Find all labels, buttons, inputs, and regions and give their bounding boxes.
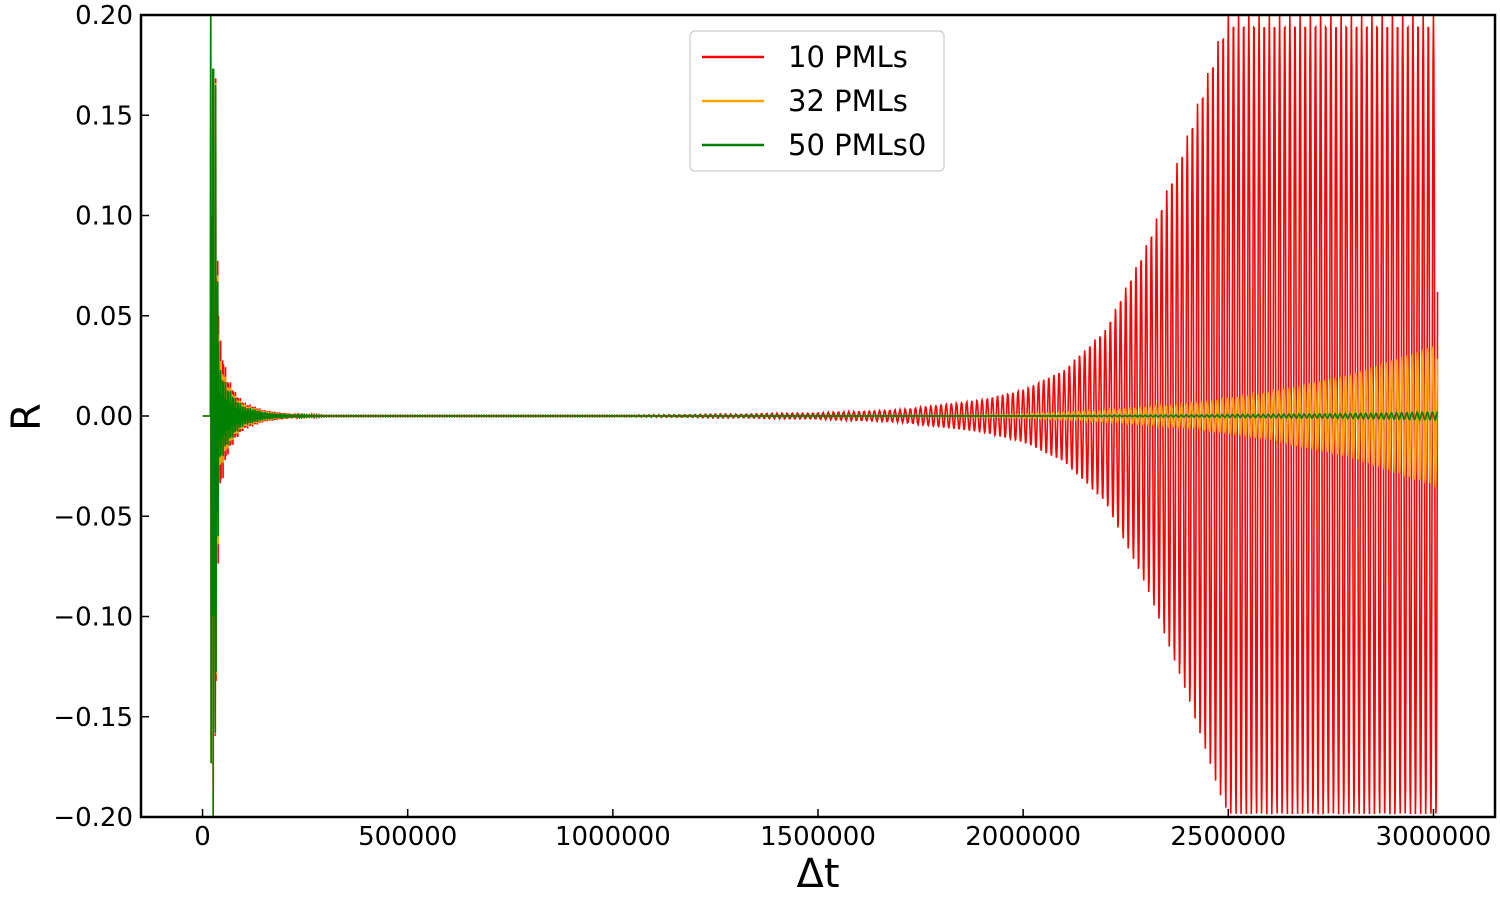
x-tick-label: 3000000	[1376, 822, 1492, 852]
x-tick-label: 0	[194, 822, 211, 852]
legend-box	[689, 30, 945, 172]
y-tick-label: 0.05	[75, 302, 133, 332]
legend-label: 32 PMLs	[788, 84, 908, 118]
series-layer	[202, 15, 1439, 817]
y-tick-label: 0.10	[75, 202, 133, 232]
x-tick-label: 500000	[358, 822, 457, 852]
legend: 10 PMLs 32 PMLs 50 PMLs0	[689, 30, 945, 172]
y-axis-ticks: 0.20 0.15 0.10 0.05 0.00 −0.05 −0.10 −0.15 −0.20	[53, 1, 149, 833]
legend-label: 10 PMLs	[788, 40, 908, 74]
x-tick-label: 2500000	[1170, 822, 1286, 852]
y-tick-label: −0.15	[53, 703, 133, 733]
y-axis-label: R	[4, 403, 50, 431]
x-axis-ticks: 0 500000 1000000 1500000 2000000 2500000 30000…	[194, 809, 1491, 852]
x-tick-label: 1500000	[760, 822, 876, 852]
x-axis-label: Δt	[796, 851, 839, 897]
y-tick-label: 0.15	[75, 101, 133, 131]
legend-label: 50 PMLs0	[788, 128, 926, 162]
y-tick-label: −0.20	[53, 803, 133, 833]
x-tick-label: 1000000	[555, 822, 671, 852]
x-tick-label: 2000000	[965, 822, 1081, 852]
series-line-3	[202, 15, 1439, 817]
y-tick-label: −0.05	[53, 502, 133, 532]
y-tick-label: −0.10	[53, 603, 133, 633]
y-tick-label: 0.20	[75, 1, 133, 31]
y-tick-label: 0.00	[75, 402, 133, 432]
